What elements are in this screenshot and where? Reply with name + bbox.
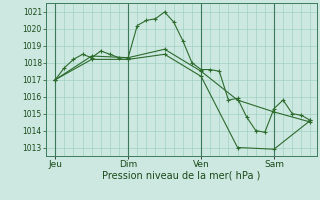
X-axis label: Pression niveau de la mer( hPa ): Pression niveau de la mer( hPa ) <box>102 171 260 181</box>
